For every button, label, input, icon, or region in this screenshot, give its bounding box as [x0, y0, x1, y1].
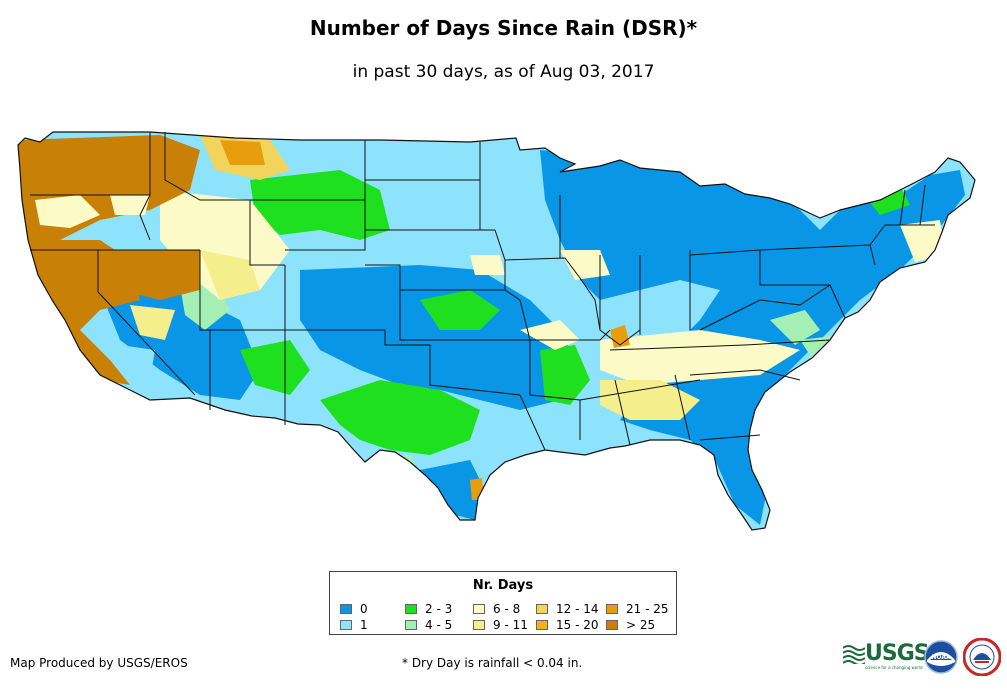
legend-swatch	[405, 604, 417, 614]
legend-item-12-14: 12 - 14	[536, 602, 599, 616]
legend-swatch	[606, 620, 618, 630]
legend-label: 4 - 5	[425, 618, 453, 632]
legend-label: 15 - 20	[556, 618, 599, 632]
legend-item-4-5: 4 - 5	[405, 618, 452, 632]
legend-label: 0	[360, 602, 368, 616]
legend-item-6-8: 6 - 8	[473, 602, 520, 616]
legend-item-15-20: 15 - 20	[536, 618, 599, 632]
legend-label: 12 - 14	[556, 602, 599, 616]
usgs-wave-icon	[843, 644, 865, 664]
map-subtitle: in past 30 days, as of Aug 03, 2017	[352, 62, 655, 82]
map-title: Number of Days Since Rain (DSR)*	[309, 16, 698, 40]
noaa-logo-text: NOAA	[931, 654, 951, 661]
noaa-logo-icon: NOAA	[924, 640, 958, 674]
legend-label: 6 - 8	[493, 602, 521, 616]
credit-text: Map Produced by USGS/EROS	[10, 656, 188, 670]
legend-item-9-11: 9 - 11	[473, 618, 528, 632]
legend-label: 1	[360, 618, 368, 632]
legend-swatch	[473, 604, 485, 614]
legend-title: Nr. Days	[472, 578, 534, 593]
legend-item-1: 1	[340, 618, 368, 632]
legend-swatch	[405, 620, 417, 630]
legend-swatch	[536, 604, 548, 614]
legend-item-0: 0	[340, 602, 368, 616]
legend-swatch	[606, 604, 618, 614]
legend-item-2-3: 2 - 3	[405, 602, 452, 616]
usgs-logo-text: USGS	[865, 641, 930, 666]
legend-label: > 25	[626, 618, 656, 632]
usgs-tagline: science for a changing world	[865, 665, 923, 670]
nws-logo-icon	[963, 638, 1001, 676]
legend-label: 9 - 11	[493, 618, 528, 632]
legend-swatch	[536, 620, 548, 630]
us-dsr-map	[17, 131, 976, 531]
footnote-text: * Dry Day is rainfall < 0.04 in.	[402, 656, 583, 670]
usgs-logo: USGS science for a changing world	[843, 641, 930, 670]
legend-swatch	[340, 604, 352, 614]
legend-label: 21 - 25	[626, 602, 669, 616]
legend: Nr. Days 0 1 2 - 3 4 - 5 6 - 8 9 - 11 12…	[329, 571, 677, 635]
legend-item-21-25: 21 - 25	[606, 602, 669, 616]
legend-label: 2 - 3	[425, 602, 453, 616]
legend-swatch	[473, 620, 485, 630]
legend-item-gt25: > 25	[606, 618, 655, 632]
legend-swatch	[340, 620, 352, 630]
